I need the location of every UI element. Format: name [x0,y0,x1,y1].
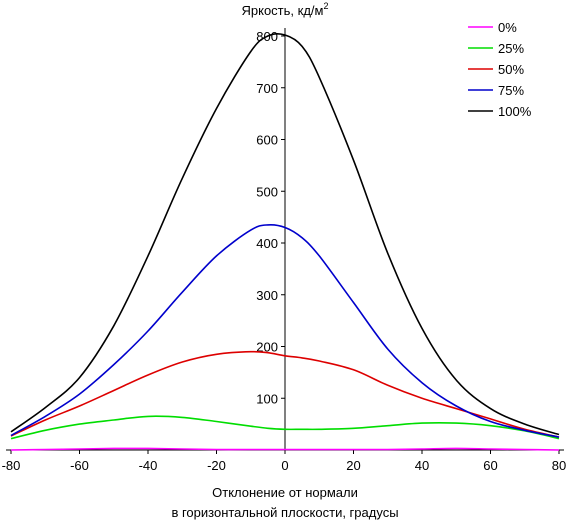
series-line-0 [10,447,560,451]
legend-label-3: 75% [498,83,524,98]
x-axis-title-line2: в горизонтальной плоскости, градусы [171,505,398,520]
x-tick-label: 60 [483,458,497,473]
y-tick-label: 400 [256,236,278,251]
x-tick-label: 20 [346,458,360,473]
x-tick-label: -20 [207,458,226,473]
y-tick-label: 500 [256,184,278,199]
legend-label-0: 0% [498,20,517,35]
series-line-4 [10,32,560,436]
x-tick-label: -40 [139,458,158,473]
legend-label-1: 25% [498,41,524,56]
y-axis-title-superscript: 2 [323,1,328,11]
legend: 0% 25% 50% 75% 100% [468,20,532,119]
series-line-2 [10,350,560,438]
y-tick-label: 700 [256,81,278,96]
y-axis-title: Яркость, кд/м2 [242,1,329,18]
x-tick-label: 0 [281,458,288,473]
series-line-1 [10,415,560,440]
x-tick-label: 80 [552,458,566,473]
series-layer [10,32,560,451]
x-tick-label: -80 [2,458,21,473]
legend-label-4: 100% [498,104,532,119]
legend-label-2: 50% [498,62,524,77]
y-tick-label: 200 [256,340,278,355]
x-tick-label: 40 [415,458,429,473]
x-axis-title-line1: Отклонение от нормали [212,485,358,500]
y-axis-title-text: Яркость, кд/м [242,3,324,18]
y-tick-label: 600 [256,133,278,148]
x-tick-label: -60 [70,458,89,473]
series-line-3 [10,224,560,438]
y-tick-label: 300 [256,288,278,303]
y-tick-label: 100 [256,391,278,406]
